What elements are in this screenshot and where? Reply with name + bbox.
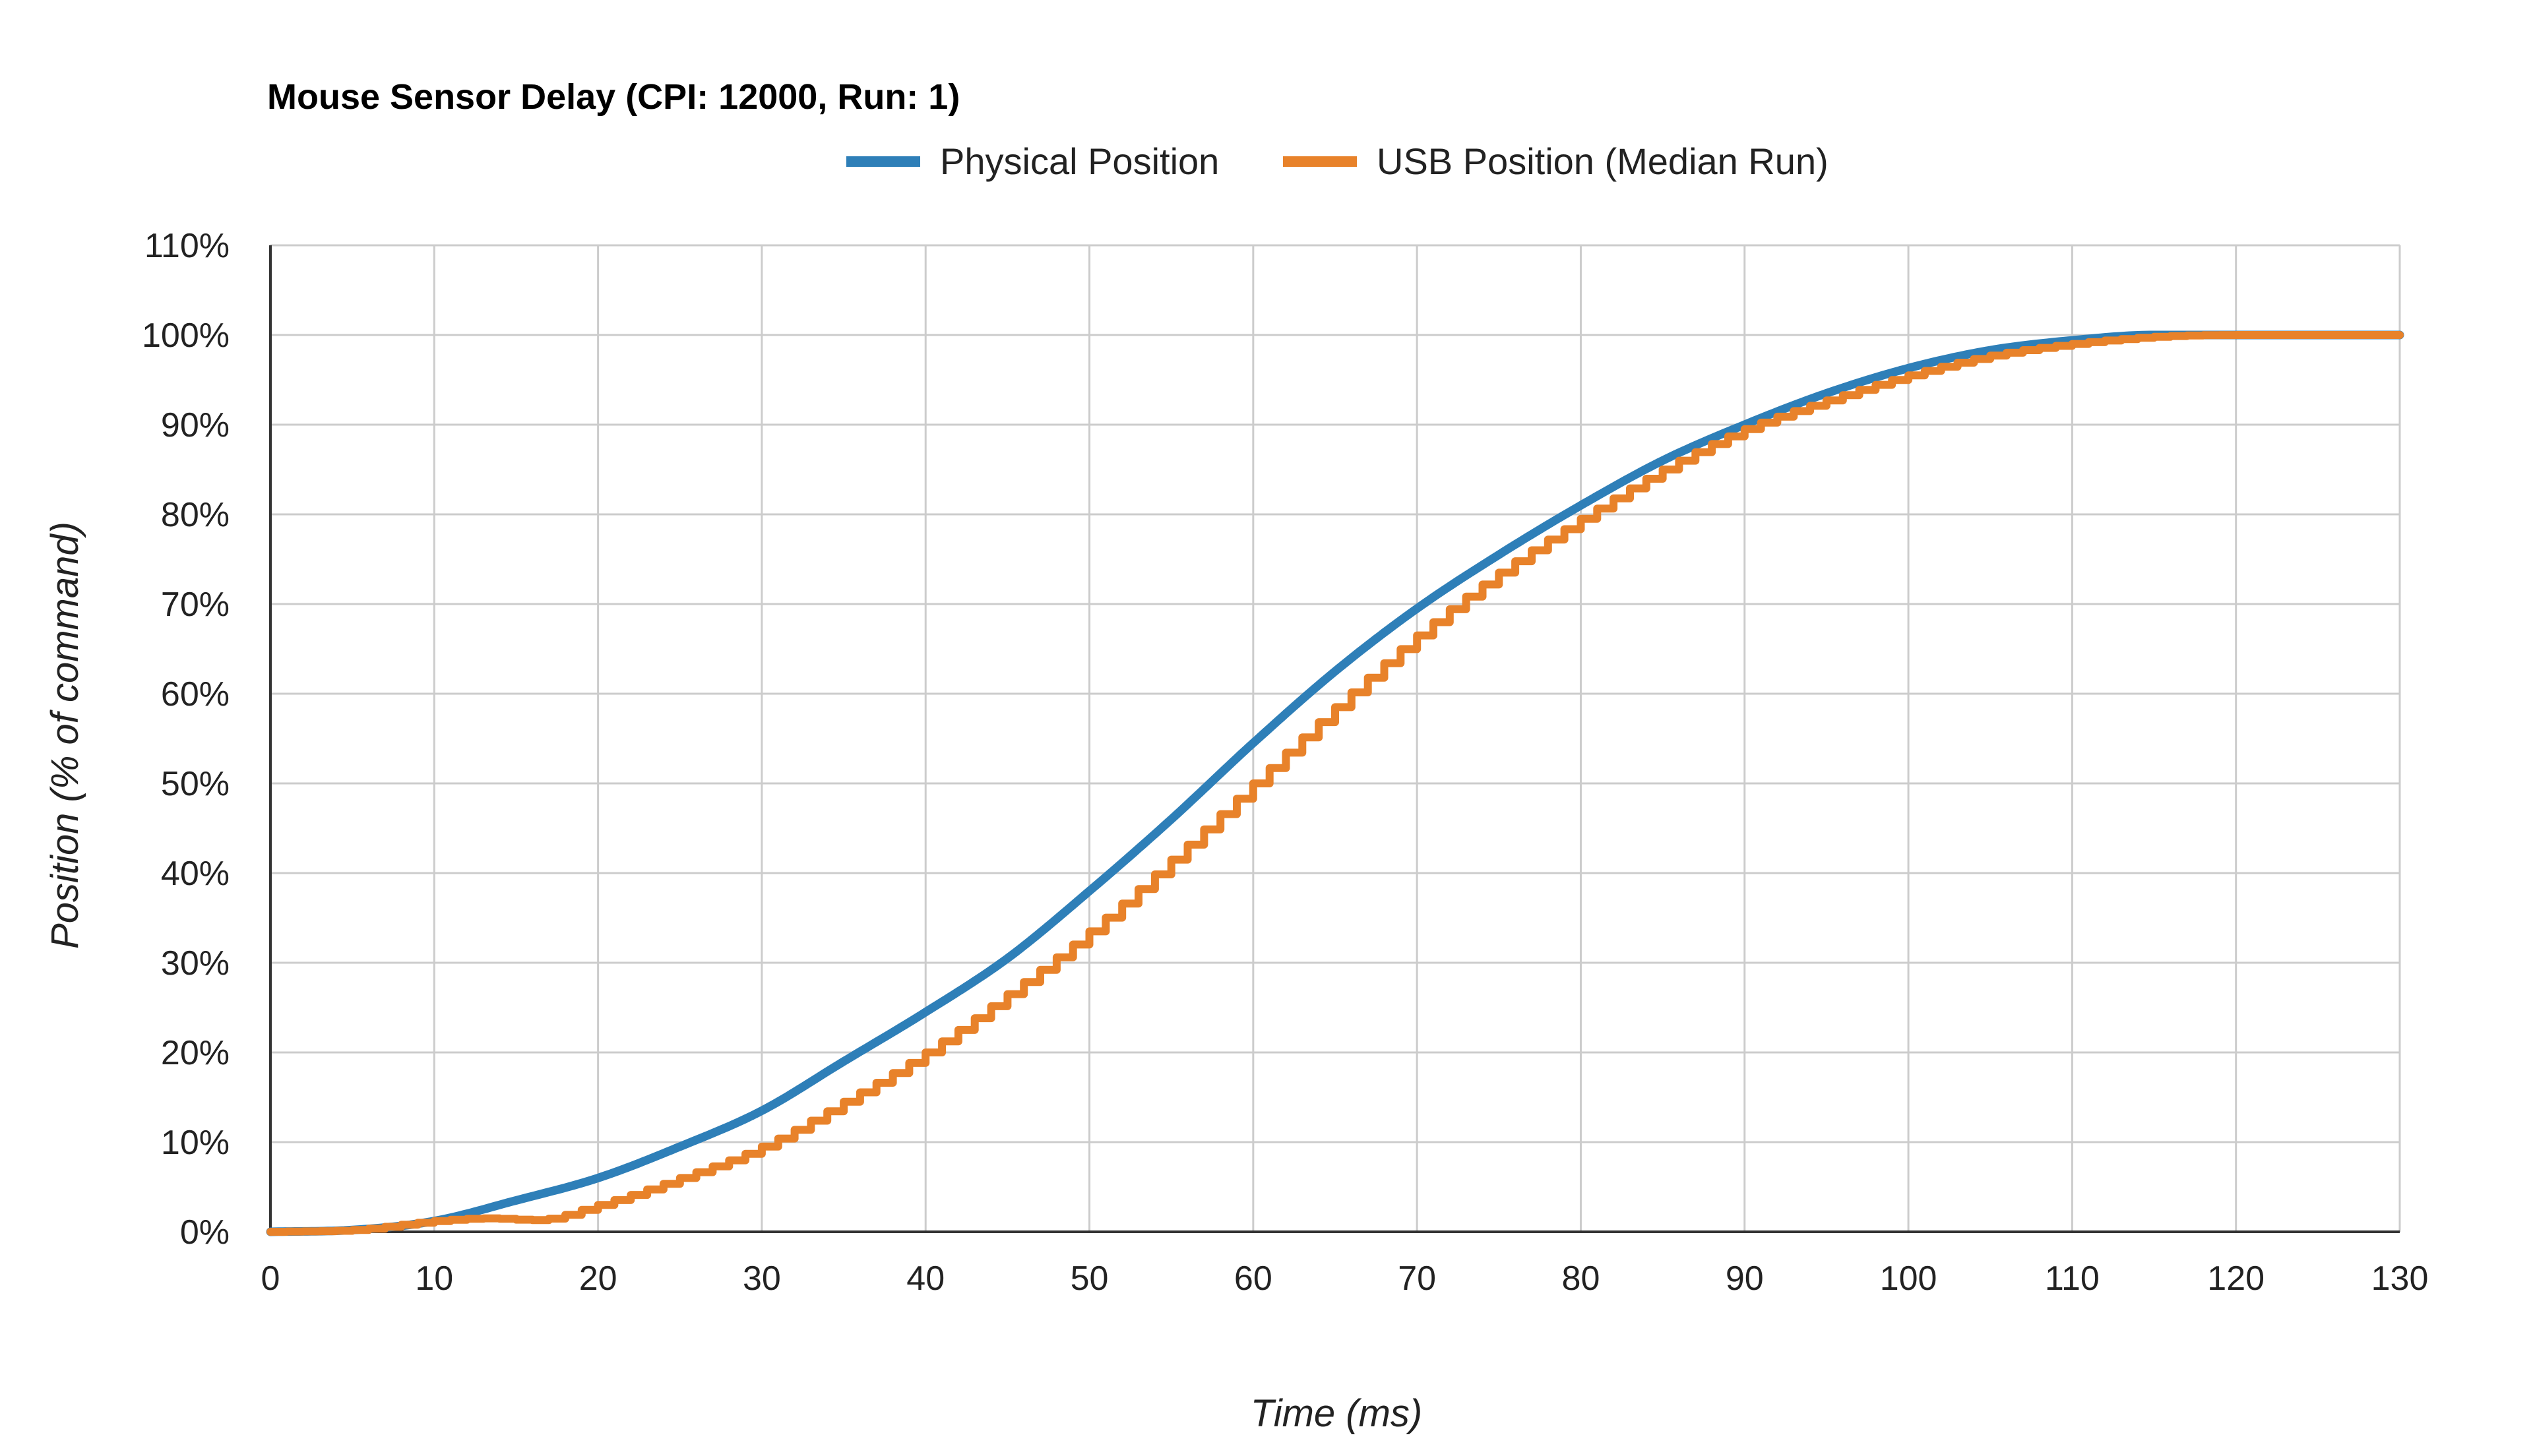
series-lines [266,330,2404,1236]
x-tick-label-20: 20 [579,1259,617,1298]
y-tick-label-20: 20% [161,1034,230,1072]
x-tick-label-60: 60 [1234,1259,1272,1298]
y-tick-label-90: 90% [161,406,230,444]
axes [269,245,2400,1233]
x-tick-label-30: 30 [743,1259,781,1298]
legend-label-usb-position: USB Position (Median Run) [1377,140,1829,182]
grid [269,244,2401,1233]
y-tick-label-70: 70% [161,586,230,624]
x-tick-label-0: 0 [261,1259,280,1298]
x-tick-label-120: 120 [2207,1259,2265,1298]
physical-position-line [266,330,2404,1236]
legend: Physical Position USB Position (Median R… [846,140,1829,182]
y-axis-title: Position (% of command) [44,522,86,949]
x-tick-label-80: 80 [1562,1259,1600,1298]
y-tick-label-30: 30% [161,944,230,983]
x-tick-label-110: 110 [2045,1259,2100,1298]
x-tick-label-70: 70 [1398,1259,1436,1298]
x-tick-label-10: 10 [415,1259,453,1298]
legend-label-physical-position: Physical Position [940,140,1219,182]
y-tick-label-40: 40% [161,855,230,893]
x-tick-label-100: 100 [1880,1259,1937,1298]
chart-title: Mouse Sensor Delay (CPI: 12000, Run: 1) [267,77,960,117]
usb-position-line [266,331,2404,1236]
y-tick-label-0: 0% [180,1213,230,1252]
y-tick-label-110: 110% [144,227,230,265]
x-tick-label-90: 90 [1726,1259,1764,1298]
x-axis-title: Time (ms) [1251,1392,1422,1435]
y-tick-label-50: 50% [161,765,230,803]
y-tick-label-80: 80% [161,496,230,534]
tick-labels: 0 10 20 30 40 50 60 70 80 90 100 110 120 130 0% 10% 20% 3… [142,227,2428,1298]
x-tick-label-40: 40 [906,1259,945,1298]
y-tick-label-100: 100% [142,317,230,355]
y-tick-label-10: 10% [161,1124,230,1162]
x-tick-label-130: 130 [2371,1259,2429,1298]
y-tick-label-60: 60% [161,675,230,713]
x-tick-label-50: 50 [1071,1259,1109,1298]
